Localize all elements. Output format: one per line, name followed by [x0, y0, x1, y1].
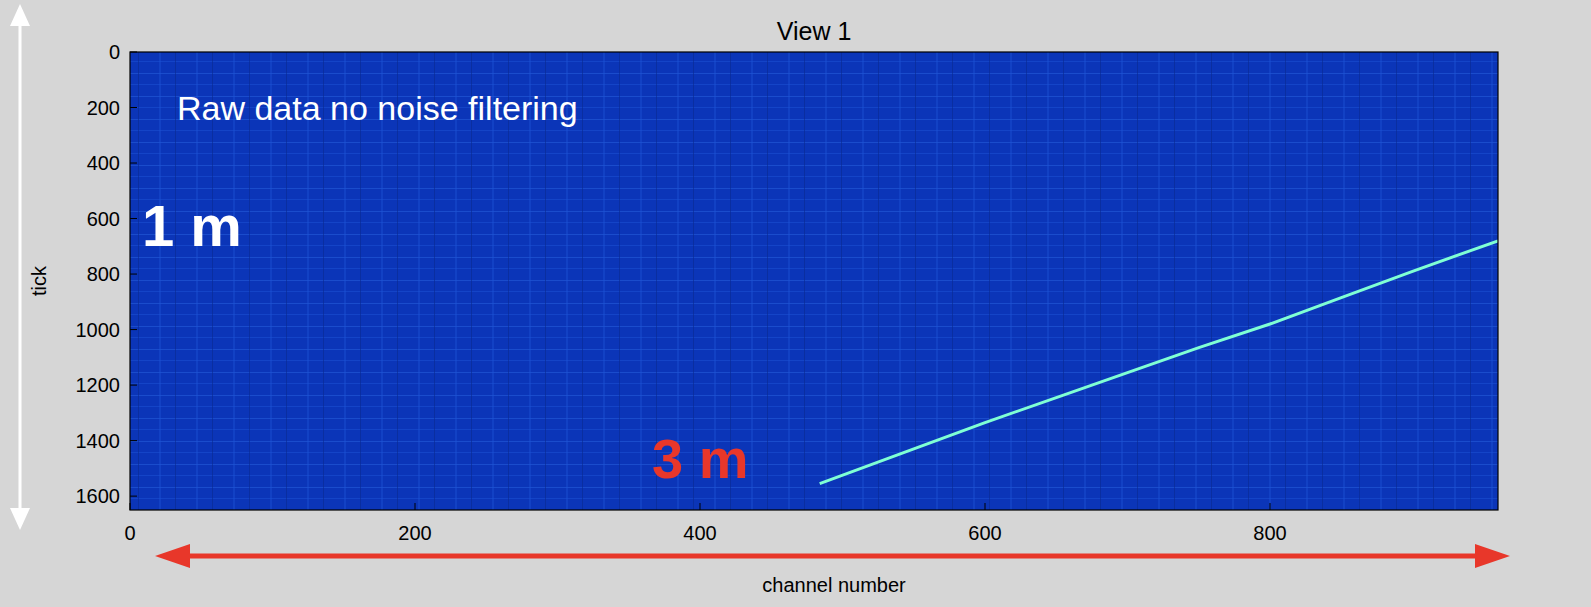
y-tick-label: 1600	[76, 485, 121, 507]
y-tick	[130, 107, 137, 108]
plot-background	[130, 52, 1498, 510]
x-tick-label: 400	[683, 522, 716, 544]
y-tick-label: 200	[87, 97, 120, 119]
horizontal-arrow-head	[155, 544, 190, 568]
y-tick-label: 0	[109, 41, 120, 63]
x-tick-label: 0	[124, 522, 135, 544]
x-axis-title: channel number	[762, 574, 906, 596]
y-tick	[130, 440, 137, 441]
y-axis-title: tick	[28, 265, 50, 296]
y-tick	[130, 218, 137, 219]
y-tick	[130, 163, 137, 164]
y-tick	[130, 385, 137, 386]
vertical-arrow-shaft	[19, 22, 22, 518]
annotation: Raw data no noise filtering	[177, 89, 578, 127]
vertical-arrow-head	[10, 508, 30, 530]
data-group	[820, 241, 1498, 484]
chart: 0 200 400 600 800 0 200 400 600 800 1000 1200 1400 16…	[0, 0, 1591, 607]
annotation: 3 m	[652, 427, 749, 490]
x-tick	[415, 503, 416, 510]
title: View 1	[777, 17, 852, 45]
annotation: 1 m	[142, 193, 242, 258]
x-tick	[1270, 503, 1271, 510]
y-tick-label: 800	[87, 263, 120, 285]
horizontal-arrow-shaft	[180, 554, 1485, 559]
y-tick	[130, 274, 137, 275]
y-tick-label: 400	[87, 152, 120, 174]
y-tick	[130, 329, 137, 330]
vertical-arrow-head	[10, 4, 30, 26]
plot-frame	[130, 52, 1498, 510]
x-tick-label: 200	[398, 522, 431, 544]
y-tick-label: 1400	[76, 430, 121, 452]
y-tick-label: 600	[87, 208, 120, 230]
x-tick	[700, 503, 701, 510]
x-tick-label: 800	[1253, 522, 1286, 544]
x-tick	[985, 503, 986, 510]
track-line	[820, 241, 1498, 484]
x-tick	[130, 503, 131, 510]
x-tick-label: 600	[968, 522, 1001, 544]
y-tick	[130, 52, 137, 53]
horizontal-arrow-head	[1475, 544, 1510, 568]
y-tick	[130, 496, 137, 497]
y-tick-label: 1000	[76, 319, 121, 341]
y-tick-label: 1200	[76, 374, 121, 396]
